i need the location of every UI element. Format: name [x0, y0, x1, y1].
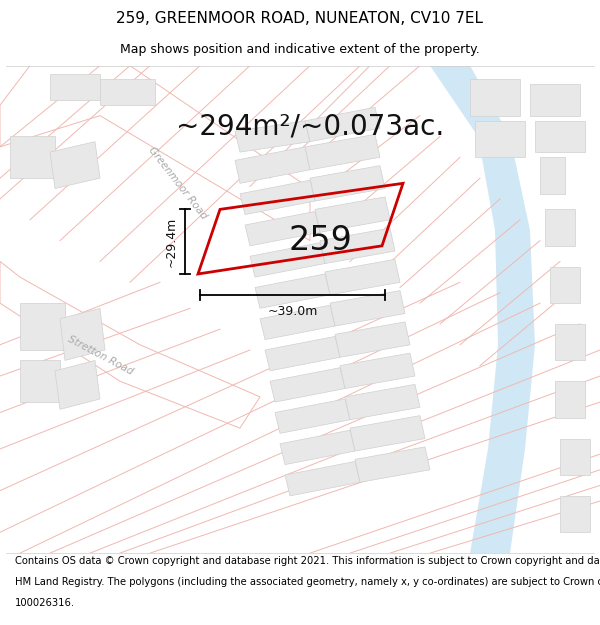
Polygon shape [355, 447, 430, 482]
Polygon shape [340, 353, 415, 389]
Polygon shape [430, 66, 535, 553]
Polygon shape [320, 228, 395, 264]
Text: 100026316.: 100026316. [15, 598, 75, 608]
Text: 259, GREENMOOR ROAD, NUNEATON, CV10 7EL: 259, GREENMOOR ROAD, NUNEATON, CV10 7EL [116, 11, 484, 26]
Polygon shape [560, 439, 590, 475]
Polygon shape [235, 147, 310, 183]
Polygon shape [280, 430, 355, 464]
Polygon shape [540, 158, 565, 194]
Polygon shape [260, 305, 335, 339]
Polygon shape [530, 84, 580, 116]
Polygon shape [240, 180, 315, 214]
Polygon shape [555, 324, 585, 361]
Polygon shape [50, 74, 100, 100]
Text: Stretton Road: Stretton Road [65, 334, 134, 377]
Text: HM Land Registry. The polygons (including the associated geometry, namely x, y c: HM Land Registry. The polygons (includin… [15, 578, 600, 587]
Polygon shape [305, 107, 380, 142]
Polygon shape [275, 399, 350, 433]
Polygon shape [100, 79, 155, 105]
Polygon shape [0, 66, 310, 241]
Polygon shape [0, 261, 260, 428]
Text: Contains OS data © Crown copyright and database right 2021. This information is : Contains OS data © Crown copyright and d… [15, 556, 600, 566]
Polygon shape [335, 322, 410, 357]
Polygon shape [535, 121, 585, 152]
Polygon shape [270, 368, 345, 402]
Text: ~294m²/~0.073ac.: ~294m²/~0.073ac. [176, 112, 444, 140]
Polygon shape [20, 303, 65, 350]
Text: ~29.4m: ~29.4m [164, 216, 178, 267]
Polygon shape [50, 142, 100, 189]
Polygon shape [475, 121, 525, 158]
Polygon shape [305, 134, 380, 170]
Polygon shape [350, 416, 425, 451]
Polygon shape [325, 259, 400, 295]
Polygon shape [545, 209, 575, 246]
Polygon shape [330, 291, 405, 326]
Polygon shape [250, 242, 325, 277]
Text: Greenmoor Road: Greenmoor Road [147, 146, 209, 221]
Polygon shape [555, 381, 585, 418]
Polygon shape [255, 274, 330, 308]
Polygon shape [285, 461, 360, 496]
Text: ~39.0m: ~39.0m [268, 305, 317, 318]
Text: 259: 259 [288, 224, 352, 257]
Polygon shape [470, 79, 520, 116]
Polygon shape [60, 308, 105, 361]
Polygon shape [345, 384, 420, 420]
Polygon shape [10, 136, 55, 178]
Polygon shape [235, 121, 310, 152]
Polygon shape [315, 197, 390, 232]
Text: Map shows position and indicative extent of the property.: Map shows position and indicative extent… [120, 42, 480, 56]
Polygon shape [55, 361, 100, 409]
Polygon shape [310, 166, 385, 201]
Polygon shape [20, 361, 60, 402]
Polygon shape [245, 211, 320, 246]
Polygon shape [550, 267, 580, 303]
Polygon shape [265, 336, 340, 371]
Polygon shape [560, 496, 590, 532]
